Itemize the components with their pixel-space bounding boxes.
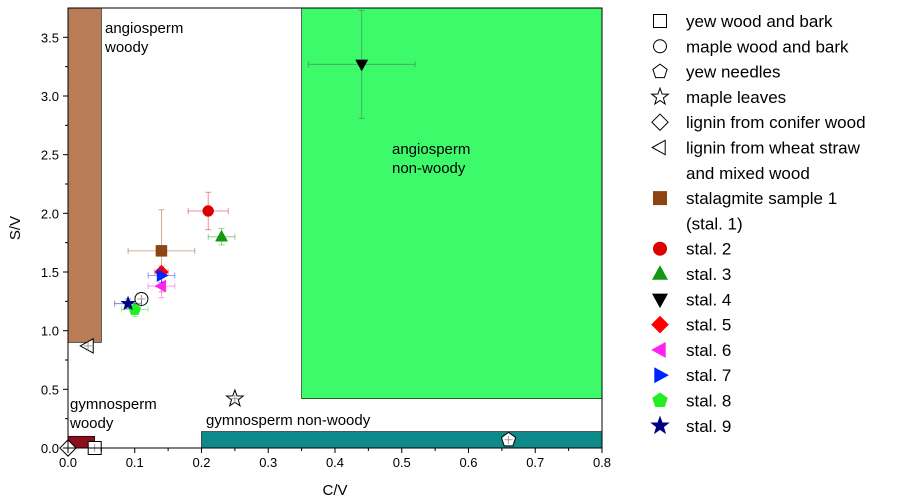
point-stal-2 [202,205,214,217]
region-label-angiosperm-non-woody: angiosperm [392,141,470,158]
legend-item: stal. 3 [652,265,731,284]
legend-item: stal. 2 [652,240,731,259]
legend-label: stal. 4 [686,290,731,309]
legend-label: lignin from conifer wood [686,113,866,132]
legend-item: stal. 7 [654,366,731,385]
legend-item: stalagmite sample 1 [653,189,837,208]
x-tick-label: 0.8 [593,455,611,470]
y-tick-label: 2.5 [41,148,59,163]
legend-marker-square [653,191,667,206]
legend-item: yew wood and bark [653,12,833,31]
y-tick-label: 0.0 [41,441,59,456]
point-stalagmite-sample-1-stal-1- [155,245,168,257]
legend-marker-pentagon [652,392,668,408]
legend-label: stal. 5 [686,316,731,335]
legend-label: (stal. 1) [686,214,743,233]
x-tick-label: 0.3 [259,455,277,470]
point-stal-7 [156,269,169,282]
legend-label: stal. 2 [686,240,731,259]
legend-item: stal. 9 [650,415,731,436]
legend-label: stalagmite sample 1 [686,189,837,208]
x-tick-label: 0.0 [59,455,77,470]
region-label-angiosperm-woody: woody [104,39,149,56]
legend-label: lignin from wheat straw [686,139,861,158]
legend-item: stal. 4 [652,290,731,309]
legend-label: stal. 8 [686,392,731,411]
legend-marker-square [653,14,667,28]
y-tick-label: 1.0 [41,324,59,339]
region-label-angiosperm-woody: angiosperm [105,20,183,37]
y-tick-label: 3.0 [41,89,59,104]
legend-item: yew needles [652,63,781,82]
legend-label: stal. 7 [686,366,731,385]
legend-item: and mixed wood [686,164,810,183]
region-label-gymnosperm-woody: woody [69,415,114,432]
legend-label: maple wood and bark [686,37,849,56]
legend-marker-diamond [651,113,669,132]
point-stal-4 [355,59,369,72]
legend-item: stal. 5 [651,315,731,335]
y-tick-label: 1.5 [41,265,59,280]
y-tick-label: 0.5 [41,382,59,397]
legend: yew wood and bark maple wood and bark yew … [650,12,866,436]
legend-item: maple wood and bark [652,37,849,56]
legend-item: stal. 8 [652,392,731,411]
legend-marker-circle [652,39,668,54]
reference-point-layer [59,291,517,457]
y-tick-label: 2.0 [41,206,59,221]
legend-item: (stal. 1) [686,214,743,233]
region-label-angiosperm-non-woody: non-woody [392,160,466,177]
x-axis: 0.0 0.1 0.2 0.3 0.4 0.5 0.6 0.7 0.8 [59,448,611,470]
region-angiosperm-woody [67,7,102,343]
y-axis-title: S/V [7,216,24,240]
x-tick-label: 0.2 [192,455,210,470]
legend-marker-triangle-left [651,139,666,156]
legend-label: stal. 9 [686,417,731,436]
legend-label: stal. 3 [686,265,731,284]
x-tick-label: 0.7 [526,455,544,470]
legend-marker-circle [652,241,668,256]
legend-marker-pentagon [652,63,668,79]
legend-label: stal. 6 [686,341,731,360]
region-layer [67,7,603,449]
region-label-gymnosperm-woody: gymnosperm [70,396,157,413]
point-stal-3 [215,229,228,242]
legend-item: lignin from wheat straw [651,139,861,158]
legend-item: stal. 6 [651,341,731,360]
legend-label: maple leaves [686,88,786,107]
region-label-gymnosperm-non-woody: gymnosperm non-woody [206,412,371,429]
legend-marker-diamond [651,315,669,334]
legend-marker-triangle-up [652,265,668,280]
legend-label: yew wood and bark [686,12,833,31]
y-axis: 0.0 0.5 1.0 1.5 2.0 2.5 3.0 3.5 [41,30,68,456]
x-axis-title: C/V [322,482,347,499]
legend-item: lignin from conifer wood [651,113,866,132]
x-tick-label: 0.1 [126,455,144,470]
stalagmite-point-layer [114,9,416,317]
x-tick-label: 0.6 [459,455,477,470]
point-stal-9 [120,295,136,311]
region-angiosperm-non-woody [301,7,603,400]
legend-label: yew needles [686,63,781,82]
legend-item: maple leaves [650,86,786,107]
y-tick-label: 3.5 [41,30,59,45]
x-tick-label: 0.5 [393,455,411,470]
legend-marker-triangle-left [651,341,666,358]
legend-marker-triangle-right [654,367,669,384]
x-tick-label: 0.4 [326,455,344,470]
legend-label: and mixed wood [686,164,810,183]
legend-marker-star [650,415,670,435]
region-label-layer: angiosperm woody angiosperm non-woody gymnos… [69,20,470,432]
point-stal-6 [154,279,167,293]
legend-marker-star [650,86,670,106]
legend-marker-triangle-down [652,293,668,309]
region-gymnosperm-non-woody [201,431,603,449]
